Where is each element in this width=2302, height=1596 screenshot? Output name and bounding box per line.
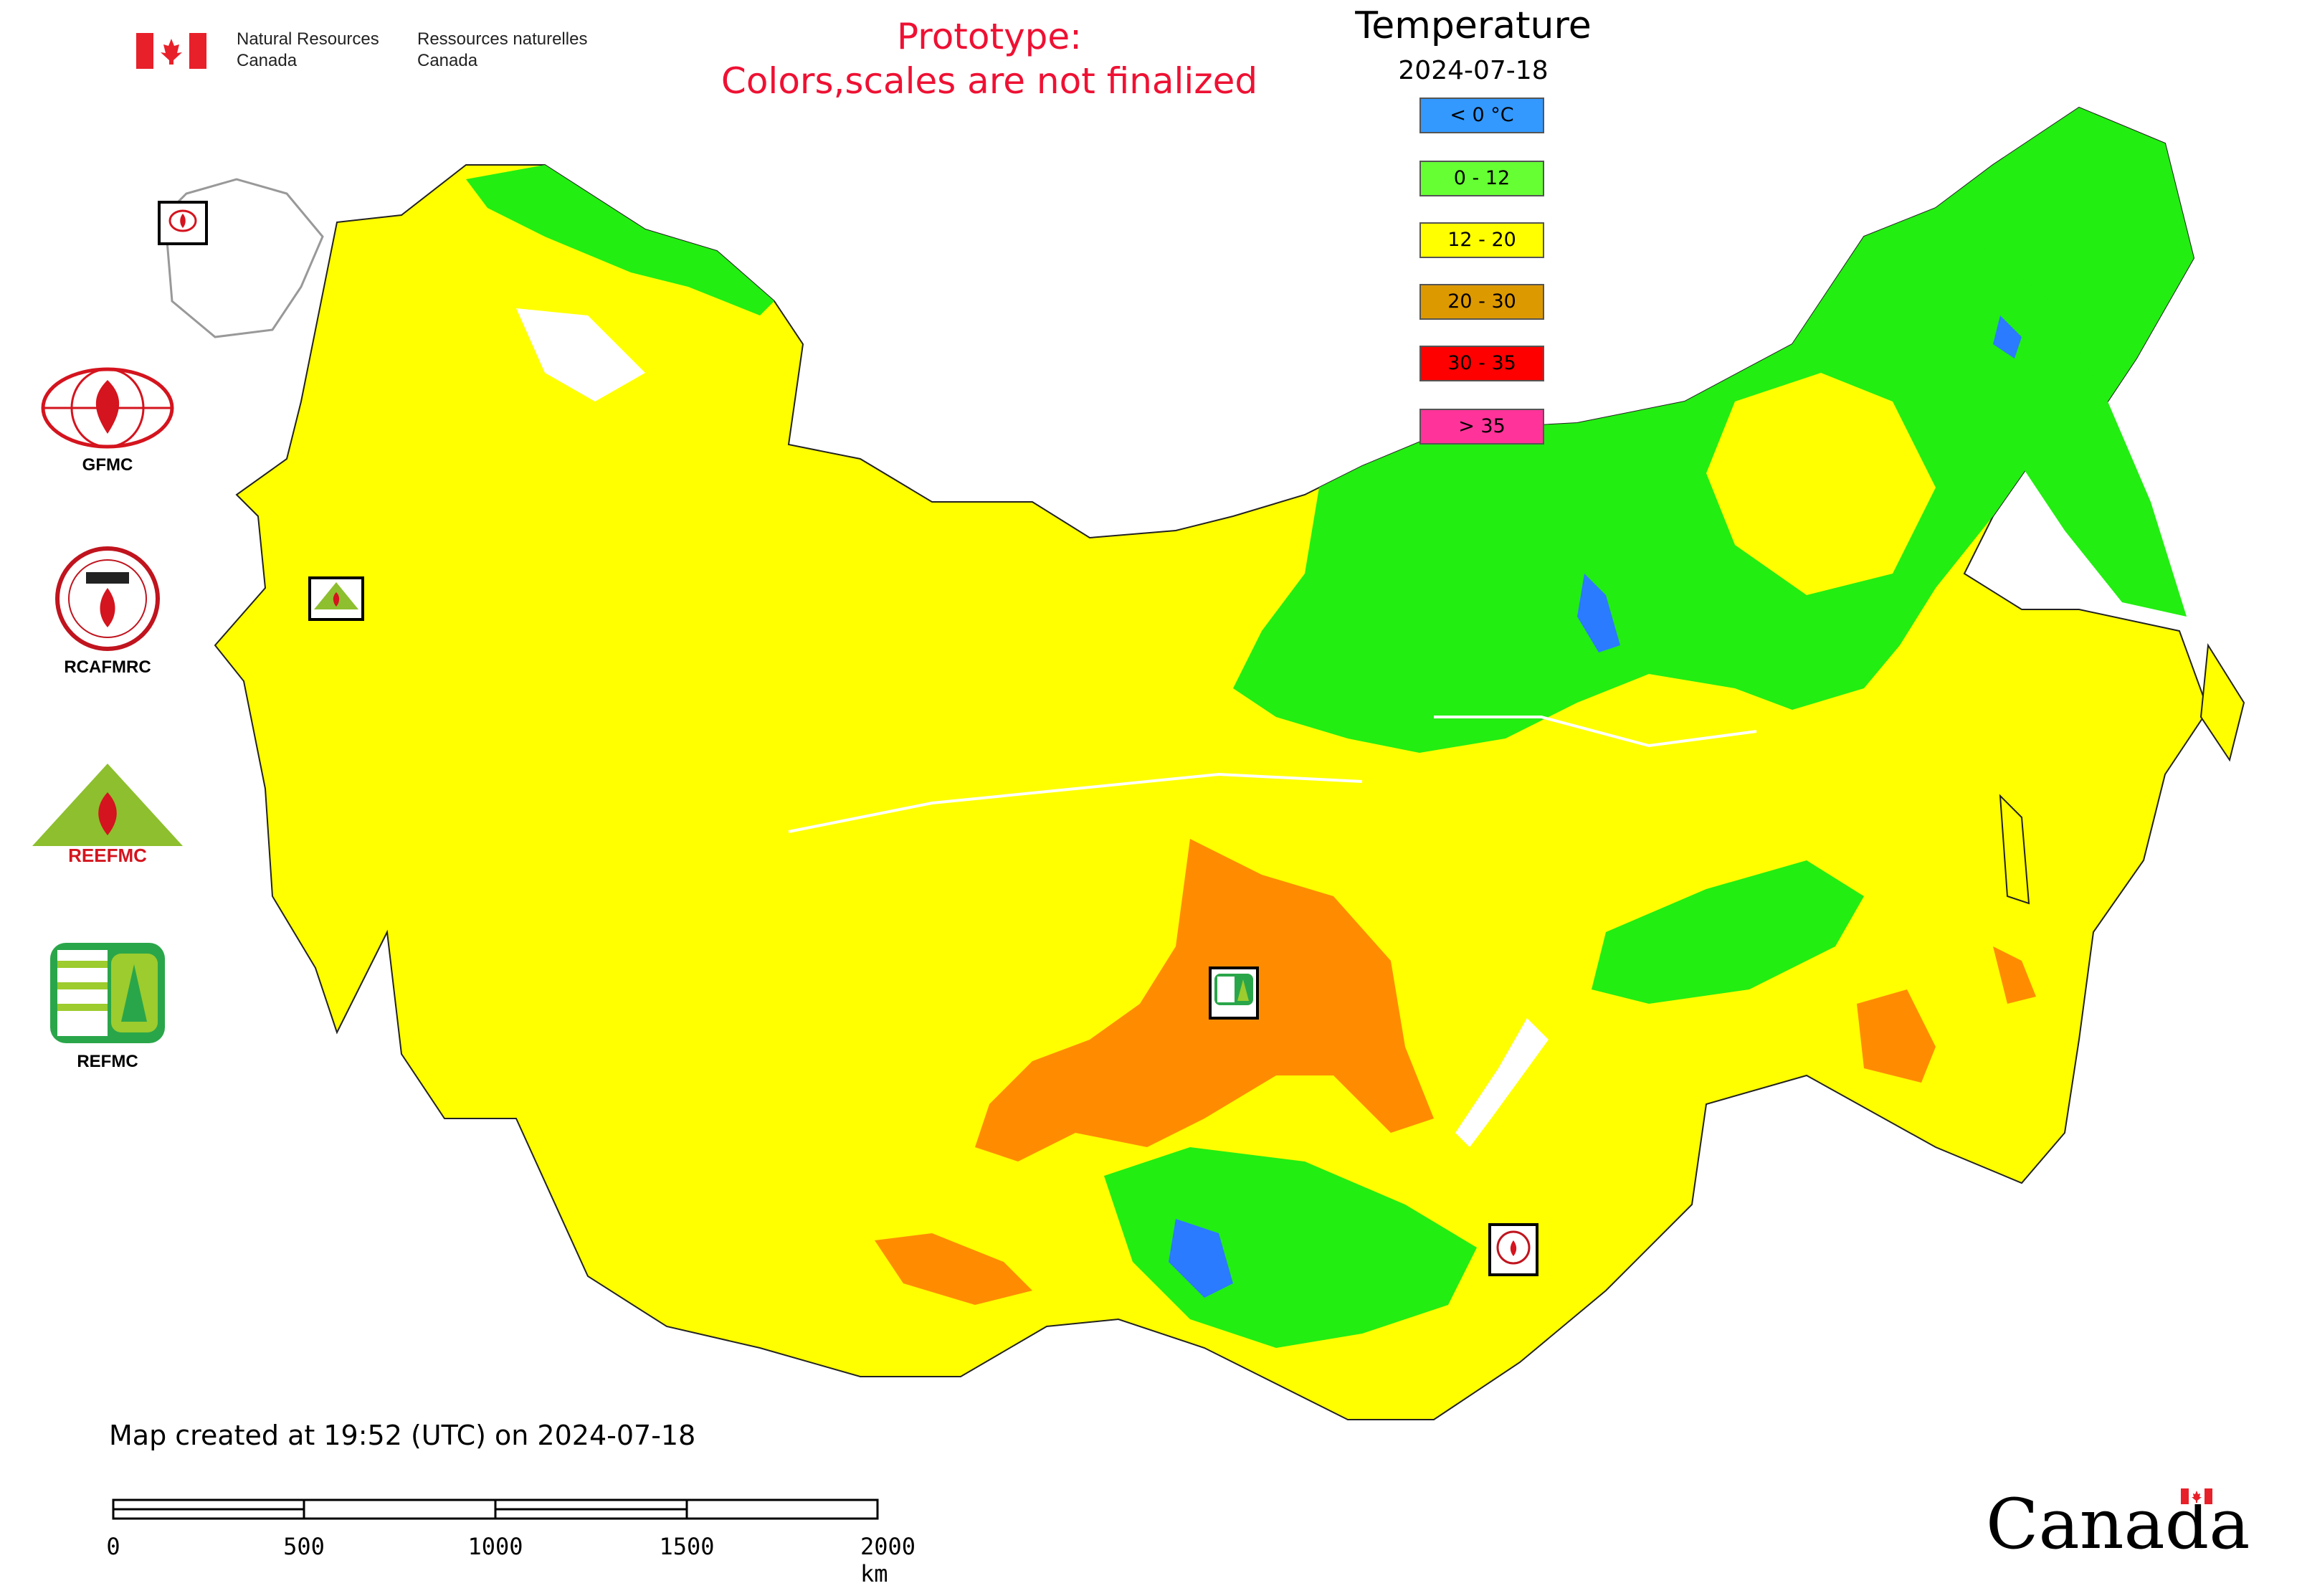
legend-class-label: 30 - 35	[1447, 352, 1516, 374]
scale-label-2000: 2000 km	[860, 1533, 916, 1587]
scale-bar-graphic	[112, 1498, 879, 1520]
legend-class-label: < 0 °C	[1450, 104, 1514, 126]
hot-region	[975, 839, 1434, 1162]
canada-flag-icon	[136, 33, 206, 69]
legend-class-label: 0 - 12	[1453, 167, 1511, 189]
legend-class-below-zero: < 0 °C	[1419, 98, 1544, 133]
legend-class-label: 12 - 20	[1447, 229, 1516, 251]
prototype-notice: Prototype: Colors,scales are not finaliz…	[645, 14, 1333, 103]
agency-label: RCAFMRC	[64, 657, 151, 677]
svg-text:REEFMC: REEFMC	[68, 845, 147, 866]
baikal-lake	[1455, 1018, 1549, 1147]
gfmc-marker-glyph	[168, 209, 197, 232]
reefmc-logo-icon: REEFMC	[32, 764, 183, 866]
siberia-cool-region	[1233, 108, 2194, 753]
legend-class-above-35: > 35	[1419, 409, 1544, 445]
refmc-logo-icon	[50, 943, 165, 1043]
scale-bar: 0 500 1000 1500 2000 km	[106, 1498, 968, 1587]
agency-gfmc[interactable]: GFMC	[22, 366, 194, 475]
river-line	[788, 772, 1363, 833]
reefmc-marker-icon[interactable]	[308, 576, 364, 621]
legend-date: 2024-07-18	[1398, 56, 1549, 85]
agency-rcafmrc[interactable]: RCAFMRC	[22, 545, 194, 678]
department-name-en: Natural Resources Canada	[237, 29, 379, 70]
canada-wordmark: Canada	[1986, 1484, 2250, 1564]
refmc-marker-glyph	[1214, 974, 1253, 1005]
cold-pocket-2	[1993, 315, 2022, 358]
department-name-fr: Ressources naturelles Canada	[417, 29, 588, 70]
white-sea	[516, 308, 645, 402]
rcafmrc-logo-icon	[55, 546, 160, 651]
legend-class-12-20: 12 - 20	[1419, 222, 1544, 258]
scale-label-1500: 1500	[659, 1533, 715, 1560]
refmc-marker-icon[interactable]	[1209, 966, 1259, 1020]
agency-refmc[interactable]: REFMC	[22, 939, 194, 1072]
hot-region-south	[875, 1233, 1032, 1305]
gfmc-marker-icon[interactable]	[158, 201, 208, 245]
altai-cold-pocket	[1169, 1219, 1233, 1298]
siberia-warm-patch	[1706, 373, 1936, 595]
government-signature: Natural Resources Canada Ressources natu…	[136, 27, 602, 77]
kamchatka-peninsula	[2199, 642, 2245, 762]
prototype-line-2: Colors,scales are not finalized	[720, 60, 1258, 102]
prototype-line-1: Prototype:	[896, 16, 1083, 57]
amur-cool-region	[1592, 860, 1864, 1004]
rcafmrc-marker-icon[interactable]	[1488, 1223, 1538, 1276]
agency-label: REFMC	[77, 1052, 138, 1071]
canada-wordmark-flag-icon	[2181, 1488, 2212, 1504]
legend-class-0-12: 0 - 12	[1419, 161, 1544, 196]
gfmc-logo-icon	[41, 367, 174, 449]
scale-label-0: 0	[106, 1533, 120, 1560]
altai-cool-region	[1104, 1147, 1477, 1348]
map-created-text: Map created at 19:52 (UTC) on 2024-07-18	[109, 1420, 696, 1451]
legend-class-label: > 35	[1458, 415, 1506, 437]
scale-label-1000: 1000	[467, 1533, 523, 1560]
north-coast-cool	[466, 165, 774, 315]
reefmc-marker-glyph	[314, 582, 358, 609]
agency-label: GFMC	[82, 455, 133, 475]
cold-pocket-1	[1577, 574, 1620, 652]
rcafmrc-marker-glyph	[1496, 1230, 1531, 1265]
scale-label-500: 500	[283, 1533, 325, 1560]
hot-region-east	[1857, 989, 1936, 1083]
legend-class-20-30: 20 - 30	[1419, 284, 1544, 320]
sakhalin-island	[1999, 794, 2030, 905]
legend-title: Temperature	[1355, 4, 1592, 47]
river-line	[1434, 716, 1757, 748]
legend-class-label: 20 - 30	[1447, 290, 1516, 313]
hot-region-amur	[1993, 946, 2036, 1004]
legend-class-30-35: 30 - 35	[1419, 346, 1544, 381]
agency-reefmc[interactable]: REEFMC	[22, 760, 194, 873]
